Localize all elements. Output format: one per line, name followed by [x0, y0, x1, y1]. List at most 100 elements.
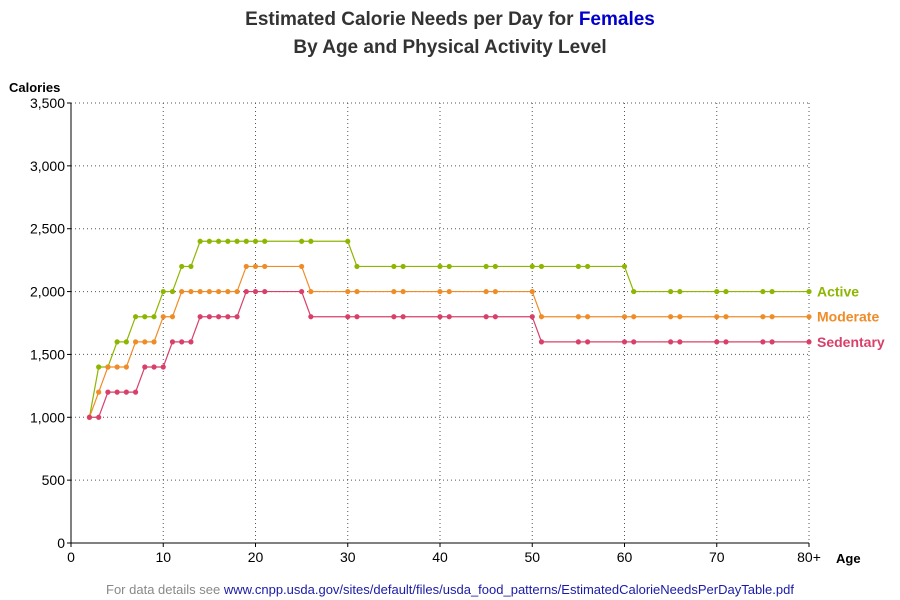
data-point-moderate: [529, 288, 535, 295]
data-point-moderate: [243, 263, 249, 270]
data-point-sedentary: [806, 339, 812, 345]
data-point-sedentary: [142, 364, 148, 370]
data-point-moderate: [96, 389, 102, 395]
data-point-active: [585, 263, 591, 270]
data-point-active: [225, 238, 231, 244]
series-moderate: [86, 263, 812, 420]
chart-title-highlight: Females: [578, 9, 655, 30]
x-tick-label: 60: [617, 549, 633, 565]
data-point-active: [446, 263, 452, 270]
data-point-moderate: [169, 314, 176, 320]
data-point-active: [142, 314, 148, 320]
data-point-sedentary: [197, 314, 203, 320]
data-point-sedentary: [206, 314, 212, 320]
data-point-active: [160, 288, 166, 295]
data-point-sedentary: [308, 314, 314, 320]
data-point-sedentary: [243, 288, 249, 295]
axes: [67, 102, 810, 547]
data-point-moderate: [345, 288, 351, 295]
y-tick-label: 0: [57, 535, 65, 551]
data-point-active: [391, 263, 397, 270]
data-point-moderate: [631, 314, 637, 320]
data-point-sedentary: [188, 339, 194, 345]
data-point-moderate: [391, 288, 397, 295]
data-point-moderate: [114, 364, 120, 370]
data-point-active: [96, 364, 102, 370]
data-point-active: [169, 288, 176, 295]
data-point-sedentary: [123, 389, 129, 395]
y-tick-label: 1,000: [30, 409, 65, 425]
data-point-moderate: [234, 288, 240, 295]
x-tick-label: 70: [709, 549, 725, 565]
data-point-moderate: [668, 314, 674, 320]
data-point-active: [714, 288, 720, 295]
data-point-sedentary: [723, 339, 729, 345]
chart-subtitle: By Age and Physical Activity Level: [293, 37, 607, 58]
data-point-active: [806, 288, 812, 295]
data-point-active: [216, 238, 222, 244]
x-tick-label: 50: [524, 549, 540, 565]
series-group: [86, 238, 812, 420]
data-point-moderate: [308, 288, 314, 295]
data-point-sedentary: [437, 314, 443, 320]
data-point-sedentary: [216, 314, 222, 320]
data-point-active: [400, 263, 406, 270]
data-point-active: [206, 238, 212, 244]
data-point-moderate: [225, 288, 231, 295]
data-point-active: [760, 288, 766, 295]
data-point-sedentary: [760, 339, 766, 345]
data-point-active: [299, 238, 305, 244]
data-point-sedentary: [400, 314, 406, 320]
data-point-moderate: [621, 314, 628, 320]
data-point-sedentary: [114, 389, 120, 395]
data-point-sedentary: [483, 314, 489, 320]
x-axis-label: Age: [836, 551, 861, 566]
data-point-sedentary: [575, 339, 581, 345]
data-point-active: [234, 238, 240, 244]
data-point-moderate: [132, 339, 139, 345]
data-point-moderate: [492, 288, 498, 295]
data-point-active: [575, 263, 581, 270]
data-point-moderate: [206, 288, 212, 295]
source-link[interactable]: www.cnpp.usda.gov/sites/default/files/us…: [223, 582, 794, 597]
data-point-active: [437, 263, 443, 270]
data-point-moderate: [806, 314, 812, 320]
footer-prefix: For data details see: [106, 582, 224, 597]
grid-lines: [70, 102, 810, 544]
data-point-sedentary: [668, 339, 674, 345]
data-point-moderate: [299, 263, 305, 270]
data-point-active: [529, 263, 535, 270]
data-point-moderate: [400, 288, 406, 295]
data-point-moderate: [252, 263, 259, 270]
data-point-active: [621, 263, 628, 270]
data-point-moderate: [446, 288, 452, 295]
data-point-active: [252, 238, 259, 244]
data-point-moderate: [216, 288, 222, 295]
data-point-sedentary: [677, 339, 683, 345]
data-point-sedentary: [234, 314, 240, 320]
data-point-sedentary: [529, 314, 535, 320]
data-point-sedentary: [262, 288, 268, 295]
data-point-sedentary: [538, 339, 545, 345]
data-point-sedentary: [169, 339, 176, 345]
data-point-moderate: [262, 263, 268, 270]
data-point-active: [123, 339, 129, 345]
data-point-active: [677, 288, 683, 295]
data-point-sedentary: [179, 339, 185, 345]
data-point-moderate: [160, 314, 166, 320]
series-label-active: Active: [817, 284, 859, 300]
data-point-active: [483, 263, 489, 270]
data-point-sedentary: [631, 339, 637, 345]
y-tick-label: 3,500: [30, 95, 65, 111]
data-point-moderate: [483, 288, 489, 295]
data-point-active: [723, 288, 729, 295]
x-tick-label: 10: [155, 549, 171, 565]
data-point-sedentary: [446, 314, 452, 320]
data-point-sedentary: [132, 389, 139, 395]
y-tick-label: 2,000: [30, 284, 65, 300]
data-point-sedentary: [96, 414, 102, 420]
data-point-active: [114, 339, 120, 345]
x-tick-label: 40: [432, 549, 448, 565]
data-point-sedentary: [492, 314, 498, 320]
data-point-moderate: [179, 288, 185, 295]
